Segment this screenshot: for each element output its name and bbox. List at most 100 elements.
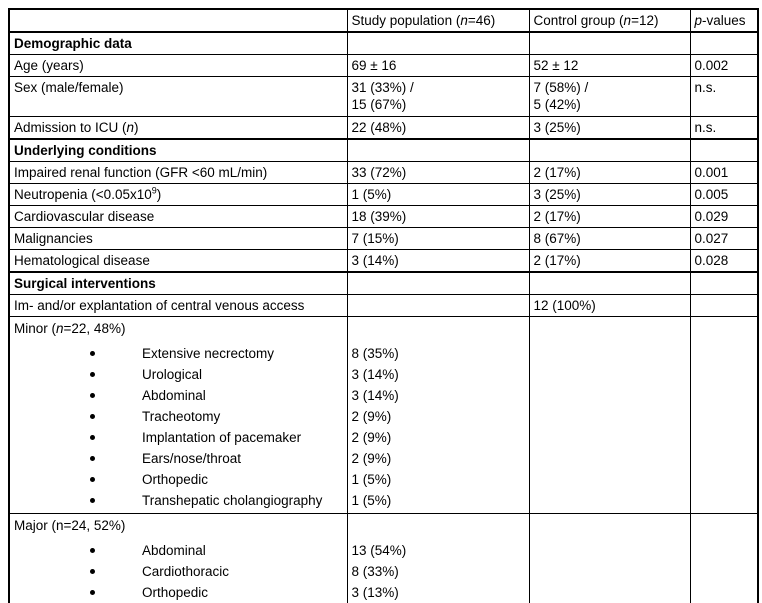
control-value: 3 (25%) xyxy=(528,116,691,140)
italic-n: n xyxy=(460,13,468,28)
study-value: 8 (33%) xyxy=(351,563,399,579)
table-row-neutropenia: Neutropenia (<0.05x109) 1 (5%) 3 (25%) 0… xyxy=(8,183,759,206)
control-value xyxy=(528,513,691,603)
superscript-9: 9 xyxy=(151,185,157,196)
control-value: 8 (67%) xyxy=(528,227,691,250)
row-label: Sex (male/female) xyxy=(8,76,348,117)
study-value: 31 (33%) / 15 (67%) xyxy=(346,76,530,117)
control-value: 3 (25%) xyxy=(528,183,691,206)
table-row-icu: Admission to ICU (n) 22 (48%) 3 (25%) n.… xyxy=(8,116,759,140)
control-value: 2 (17%) xyxy=(528,161,691,184)
table-row-minor-group: Minor (n=22, 48%) Extensive necrectomy U… xyxy=(8,316,759,514)
study-value: 18 (39%) xyxy=(346,205,530,228)
bullet-icon xyxy=(90,569,95,574)
p-value: n.s. xyxy=(689,116,759,140)
control-value: 2 (17%) xyxy=(528,205,691,228)
header-study-population: Study population (n=46) xyxy=(346,8,530,33)
list-item: Extensive necrectomy xyxy=(14,343,343,364)
italic-n: n xyxy=(56,321,64,336)
section-label: Demographic data xyxy=(8,31,348,55)
control-value: 52 ± 12 xyxy=(528,54,691,77)
study-value: 2 (9%) xyxy=(351,429,392,445)
group-label-minor: Minor (n=22, 48%) xyxy=(14,321,126,336)
major-group-cell: Major (n=24, 52%) Abdominal Cardiothorac… xyxy=(8,513,348,603)
study-value: 2 (9%) xyxy=(351,450,392,466)
bullet-icon xyxy=(90,498,95,503)
section-row-demographic: Demographic data xyxy=(8,31,759,55)
section-row-surgical: Surgical interventions xyxy=(8,271,759,295)
table-header-row: Study population (n=46) Control group (n… xyxy=(8,8,759,33)
list-item: Abdominal xyxy=(14,540,343,561)
table-row-renal: Impaired renal function (GFR <60 mL/min)… xyxy=(8,161,759,184)
study-value: 3 (14%) xyxy=(346,249,530,273)
p-value: n.s. xyxy=(689,76,759,117)
row-label: Admission to ICU (n) xyxy=(8,116,348,140)
list-item: Cardiothoracic xyxy=(14,561,343,582)
p-value: 0.001 xyxy=(689,161,759,184)
p-value: 0.028 xyxy=(689,249,759,273)
row-label: Neutropenia (<0.05x109) xyxy=(8,183,348,206)
table-row-cv-access: Im- and/or explantation of central venou… xyxy=(8,294,759,317)
study-value: 69 ± 16 xyxy=(346,54,530,77)
row-label: Cardiovascular disease xyxy=(8,205,348,228)
study-value: 2 (9%) xyxy=(351,408,392,424)
control-value: 7 (58%) / 5 (42%) xyxy=(528,76,691,117)
row-label: Malignancies xyxy=(8,227,348,250)
bullet-icon xyxy=(90,435,95,440)
section-row-underlying: Underlying conditions xyxy=(8,138,759,162)
p-value: 0.027 xyxy=(689,227,759,250)
p-value: 0.029 xyxy=(689,205,759,228)
p-value: 0.005 xyxy=(689,183,759,206)
study-value: 3 (14%) xyxy=(351,387,399,403)
bullet-icon xyxy=(90,456,95,461)
italic-n: n xyxy=(126,120,135,135)
table-row-hematological: Hematological disease 3 (14%) 2 (17%) 0.… xyxy=(8,249,759,273)
study-value xyxy=(346,294,530,317)
study-value: 3 (13%) xyxy=(351,584,399,600)
header-empty-cell xyxy=(8,8,348,33)
study-value: 13 (54%) xyxy=(351,542,407,558)
bullet-icon xyxy=(90,393,95,398)
list-item: Orthopedic xyxy=(14,469,343,490)
section-label: Underlying conditions xyxy=(8,138,348,162)
major-group-study-values: 13 (54%) 8 (33%) 3 (13%) xyxy=(346,513,530,603)
table-row-sex: Sex (male/female) 31 (33%) / 15 (67%) 7 … xyxy=(8,76,759,117)
study-value: 7 (15%) xyxy=(346,227,530,250)
row-label: Hematological disease xyxy=(8,249,348,273)
study-value: 1 (5%) xyxy=(351,471,392,487)
bullet-icon xyxy=(90,351,95,356)
study-comparison-table: Study population (n=46) Control group (n… xyxy=(8,8,759,603)
table-row-age: Age (years) 69 ± 16 52 ± 12 0.002 xyxy=(8,54,759,77)
study-value: 3 (14%) xyxy=(351,366,399,382)
table-row-cardiovascular: Cardiovascular disease 18 (39%) 2 (17%) … xyxy=(8,205,759,228)
p-value: 0.002 xyxy=(689,54,759,77)
italic-n: n xyxy=(623,13,632,28)
p-value xyxy=(689,513,759,603)
row-label: Impaired renal function (GFR <60 mL/min) xyxy=(8,161,348,184)
bullet-icon xyxy=(90,372,95,377)
study-value: 1 (5%) xyxy=(346,183,530,206)
row-label: Age (years) xyxy=(8,54,348,77)
italic-p: p xyxy=(694,13,703,28)
list-item: Transhepatic cholangiography xyxy=(14,490,343,511)
table-row-major-group: Major (n=24, 52%) Abdominal Cardiothorac… xyxy=(8,513,759,603)
bullet-icon xyxy=(90,590,95,595)
header-p-values: p-values xyxy=(689,8,759,33)
minor-group-cell: Minor (n=22, 48%) Extensive necrectomy U… xyxy=(8,316,348,514)
list-item: Implantation of pacemaker xyxy=(14,427,343,448)
control-value: 2 (17%) xyxy=(528,249,691,273)
bullet-icon xyxy=(90,414,95,419)
p-value xyxy=(689,294,759,317)
list-item: Orthopedic xyxy=(14,582,343,603)
control-value xyxy=(528,316,691,514)
table-row-malignancies: Malignancies 7 (15%) 8 (67%) 0.027 xyxy=(8,227,759,250)
study-value: 33 (72%) xyxy=(346,161,530,184)
list-item: Tracheotomy xyxy=(14,406,343,427)
study-value: 8 (35%) xyxy=(351,345,399,361)
list-item: Urological xyxy=(14,364,343,385)
list-item: Abdominal xyxy=(14,385,343,406)
group-label-major: Major (n=24, 52%) xyxy=(14,518,126,533)
p-value xyxy=(689,316,759,514)
bullet-icon xyxy=(90,477,95,482)
list-item: Ears/nose/throat xyxy=(14,448,343,469)
